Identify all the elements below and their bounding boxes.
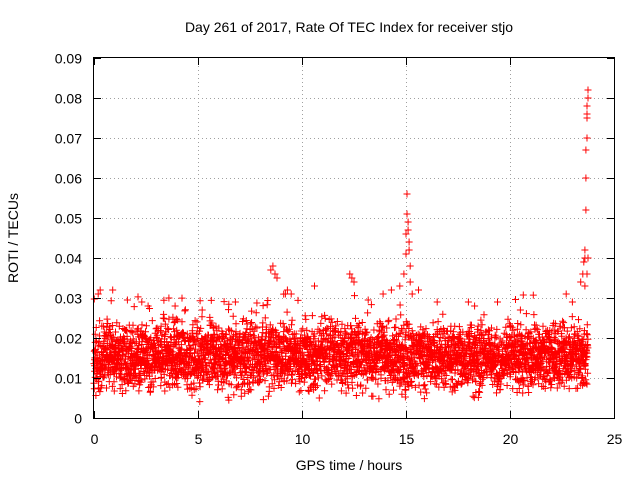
x-axis-label: GPS time / hours [296,457,403,473]
x-tick-label: 5 [195,431,203,447]
y-tick-label: 0.07 [55,131,82,147]
roti-point-markers [90,86,592,406]
y-axis-label: ROTI / TECUs [5,193,21,283]
y-tick-label: 0.05 [55,211,82,227]
y-tick-label: 0.01 [55,371,82,387]
x-tick-label: 20 [503,431,519,447]
y-tick-label: 0.04 [55,251,82,267]
tick-layer: 0 0.01 0.02 0.03 0.04 0.05 0.06 0.07 0.08 0.09 0 5 1… [55,51,623,448]
x-tick-label: 10 [295,431,311,447]
y-tick-label: 0 [74,411,82,427]
x-tick-label: 0 [91,431,99,447]
plot-frame [93,57,615,419]
chart-title: Day 261 of 2017, Rate Of TEC Index for r… [185,19,513,35]
y-tick-label: 0.03 [55,291,82,307]
x-tick-label: 15 [399,431,415,447]
y-tick-label: 0.08 [55,91,82,107]
x-tick-label: 25 [607,431,623,447]
y-tick-label: 0.06 [55,171,82,187]
y-tick-label: 0.02 [55,331,82,347]
data-points [90,86,592,406]
y-tick-label: 0.09 [55,51,82,67]
